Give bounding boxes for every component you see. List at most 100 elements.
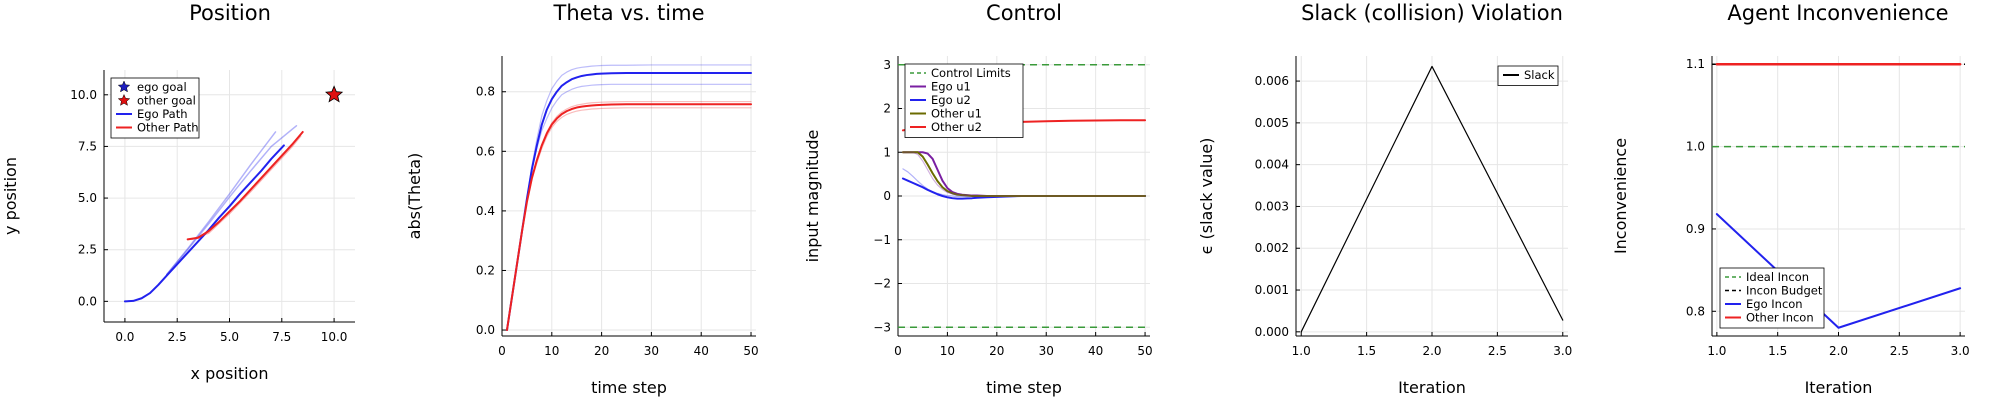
x-axis-label: Iteration (1398, 378, 1466, 397)
y-tick-label: 1.1 (1686, 57, 1705, 71)
x-tick-label: 20 (989, 344, 1004, 358)
legend-label: Ego u2 (931, 93, 971, 107)
y-tick-label: −3 (873, 320, 891, 334)
y-tick-label: 0.6 (476, 144, 495, 158)
x-tick-label: 2.5 (1890, 344, 1909, 358)
y-tick-label: 0.8 (1686, 304, 1705, 318)
x-tick-label: 5.0 (220, 330, 239, 344)
legend-label: Incon Budget (1746, 284, 1823, 298)
legend-label: Other u2 (931, 120, 982, 134)
panel-control: Control time step input magnitude 0 10 20 30 40… (803, 1, 1153, 397)
series-line (506, 100, 752, 331)
y-tick-label: 2 (883, 102, 891, 116)
series-line (166, 125, 298, 276)
x-axis-label: x position (191, 364, 269, 383)
x-tick-label: 3.0 (1553, 344, 1572, 358)
y-tick-label: 0.001 (1255, 283, 1289, 297)
x-tick-label: 2.0 (1422, 344, 1441, 358)
series-line (123, 144, 285, 303)
series-line (506, 107, 752, 331)
chart-title: Slack (collision) Violation (1301, 1, 1563, 25)
series-line (901, 151, 1147, 197)
x-tick-label: 20 (594, 344, 609, 358)
y-tick-label: 1.0 (1686, 140, 1705, 154)
x-tick-label: 1.5 (1357, 344, 1376, 358)
legend-label: Ego Incon (1746, 297, 1803, 311)
y-tick-label: 0.8 (476, 85, 495, 99)
y-tick-label: −2 (873, 277, 891, 291)
y-tick-label: 0.2 (476, 263, 495, 277)
y-tick-label: −1 (873, 233, 891, 247)
y-axis-label: input magnitude (803, 130, 822, 263)
x-tick-label: 0.0 (115, 330, 134, 344)
y-axis-label: y position (1, 157, 20, 235)
legend-label: Ego u1 (931, 80, 971, 94)
x-tick-label: 3.0 (1951, 344, 1970, 358)
series-line (506, 64, 752, 331)
x-tick-label: 0 (498, 344, 506, 358)
panel-slack-violation: Slack (collision) Violation Iteration ϵ (s… (1197, 1, 1572, 397)
x-tick-label: 50 (1137, 344, 1152, 358)
y-tick-label: 0.003 (1255, 199, 1289, 213)
series-line (1715, 213, 1962, 329)
legend-label: Other Path (137, 121, 199, 135)
y-tick-label: 0.0 (78, 294, 97, 308)
y-axis-label: Inconvenience (1611, 138, 1630, 254)
legend-box (1497, 65, 1559, 86)
y-tick-label: 3 (883, 58, 891, 72)
series-line (1300, 65, 1564, 333)
series-line (901, 151, 1147, 197)
x-tick-label: 40 (1088, 344, 1103, 358)
panel-theta-vs-time: Theta vs. time time step abs(Theta) 0 10 20 30… (405, 1, 759, 397)
y-tick-label: 0.4 (476, 204, 495, 218)
x-tick-label: 1.5 (1768, 344, 1787, 358)
chart-title: Position (189, 1, 271, 25)
chart-title: Agent Inconvenience (1727, 1, 1948, 25)
y-axis-label: ϵ (slack value) (1197, 138, 1216, 255)
x-tick-label: 10 (940, 344, 955, 358)
y-tick-label: 0.006 (1255, 74, 1289, 88)
y-tick-label: 0.9 (1686, 222, 1705, 236)
x-tick-label: 1.0 (1707, 344, 1726, 358)
y-tick-label: 5.0 (78, 191, 97, 205)
y-tick-label: 2.5 (78, 243, 97, 257)
legend-star-icon (117, 80, 131, 93)
legend-label: Other Incon (1746, 311, 1814, 325)
y-tick-label: 10.0 (70, 88, 97, 102)
series-line (186, 130, 304, 241)
legend-star-icon (117, 93, 131, 106)
panel-position: Position x position y position 0.0 2.5 5.0 7.5… (1, 1, 355, 383)
series-line (506, 83, 752, 331)
y-tick-label: 0.002 (1255, 241, 1289, 255)
x-tick-label: 2.5 (168, 330, 187, 344)
x-axis-label: time step (986, 378, 1062, 397)
x-tick-label: 7.5 (272, 330, 291, 344)
y-tick-label: 1 (883, 145, 891, 159)
panel-agent-inconvenience: Agent Inconvenience Iteration Inconvenienc… (1611, 1, 1970, 397)
x-tick-label: 1.0 (1292, 344, 1311, 358)
legend-label: Ideal Incon (1746, 270, 1809, 284)
goal-star-marker (325, 85, 344, 103)
y-tick-label: 0.000 (1255, 325, 1289, 339)
x-tick-label: 30 (1039, 344, 1054, 358)
x-tick-label: 2.5 (1488, 344, 1507, 358)
x-tick-label: 10 (544, 344, 559, 358)
x-axis-label: time step (591, 378, 667, 397)
x-tick-label: 0 (894, 344, 902, 358)
x-tick-label: 50 (743, 344, 758, 358)
legend-label: ego goal (137, 80, 187, 94)
x-tick-label: 30 (644, 344, 659, 358)
y-axis-label: abs(Theta) (405, 153, 424, 240)
x-tick-label: 10.0 (321, 330, 348, 344)
y-tick-label: 0.0 (476, 323, 495, 337)
series-line (505, 71, 753, 332)
x-axis-label: Iteration (1805, 378, 1873, 397)
chart-title: Control (986, 1, 1062, 25)
legend-label: Control Limits (931, 66, 1011, 80)
x-tick-label: 2.0 (1829, 344, 1848, 358)
y-tick-label: 0.004 (1255, 158, 1289, 172)
legend-label: other goal (137, 94, 196, 108)
legend-label: Ego Path (137, 107, 188, 121)
